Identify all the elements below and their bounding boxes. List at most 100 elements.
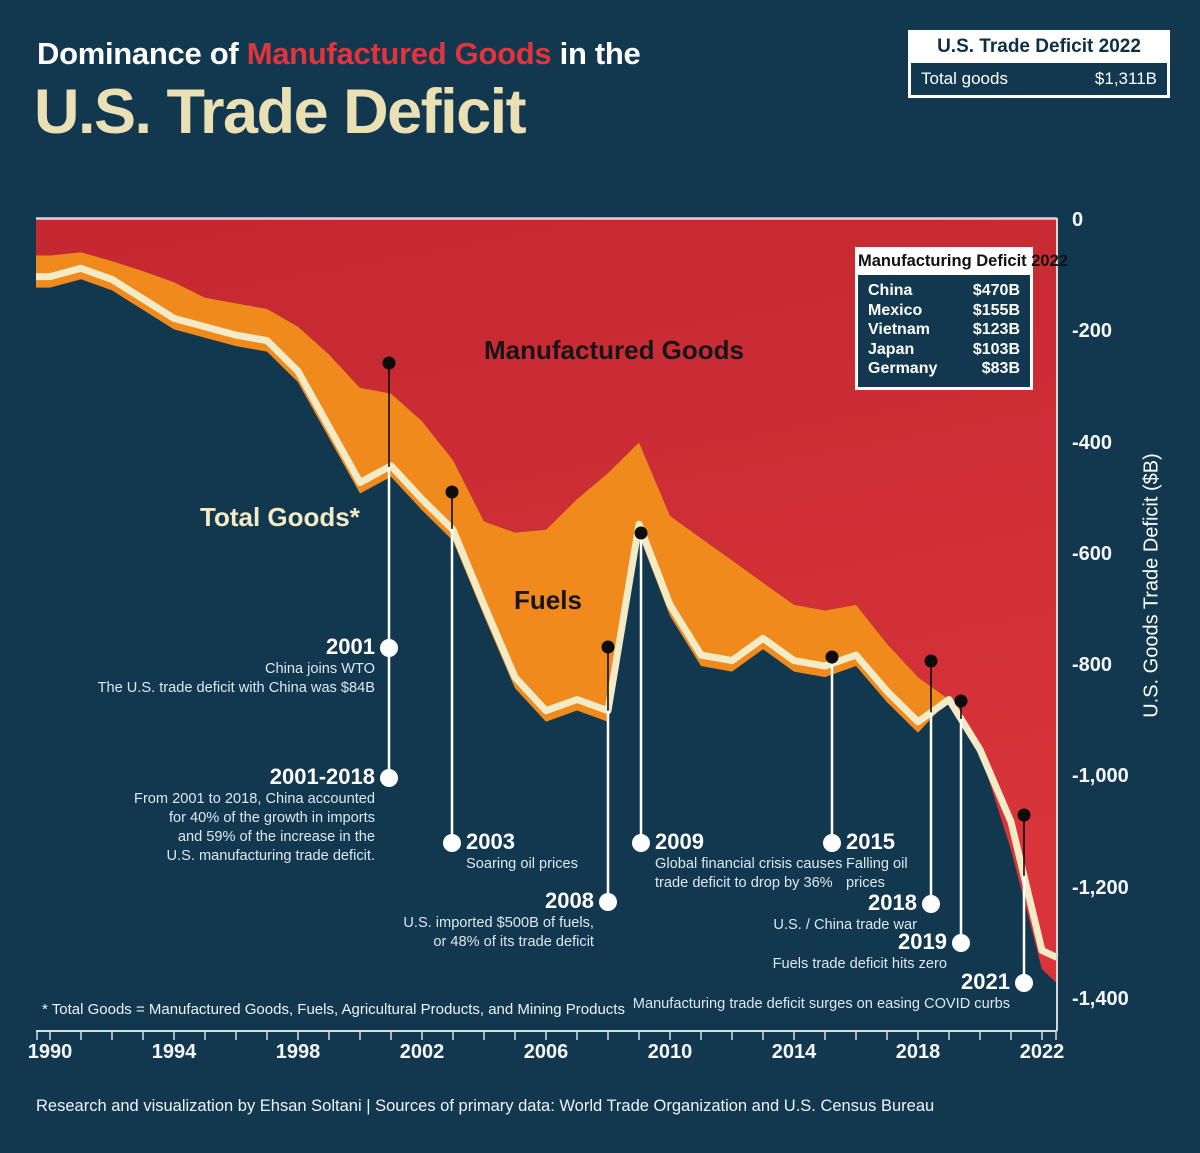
legend-value: $103B xyxy=(972,340,1020,358)
annotation-2008: 2008 U.S. imported $500B of fuels, or 48% … xyxy=(403,888,594,952)
x-tick-label: 2018 xyxy=(895,1041,941,1063)
annotation-year: 2021 xyxy=(961,969,1010,994)
legend-country: Vietnam xyxy=(868,321,930,338)
title-prefix: Dominance of xyxy=(37,36,247,71)
total-goods-area-label: Total Goods* xyxy=(200,502,360,532)
y-tick-label: -200 xyxy=(1072,320,1113,343)
manufactured-goods-area xyxy=(36,219,1057,984)
annotation-dot-black-2015 xyxy=(825,650,839,664)
annotation-text: U.S. manufacturing trade deficit. xyxy=(166,848,375,865)
annotation-year: 2015 xyxy=(846,829,895,854)
annotation-dot-black-2003 xyxy=(445,485,459,499)
annotation-dot-2021 xyxy=(1015,974,1033,992)
annotation-dot-2001-2018 xyxy=(380,769,398,787)
annotation-dot-black-2009 xyxy=(634,526,648,540)
legend-row-vietnam: Vietnam $123B xyxy=(868,320,1020,340)
annotation-dot-2003 xyxy=(443,834,461,852)
x-tick-label: 2006 xyxy=(523,1041,569,1063)
annotation-2018: 2018 U.S. / China trade war xyxy=(773,890,917,935)
legend-row-mexico: Mexico $155B xyxy=(868,301,1020,321)
annotation-text: China joins WTO xyxy=(264,660,375,677)
trade-deficit-box-row: Total goods $1,311B xyxy=(911,63,1167,95)
title-suffix: in the xyxy=(551,36,641,71)
y-tick-label: -1,200 xyxy=(1072,876,1129,899)
annotation-text: U.S. / China trade war xyxy=(773,916,917,933)
legend-value: $155B xyxy=(972,301,1020,319)
legend-row-japan: Japan $103B xyxy=(868,340,1020,360)
x-tick-label: 2022 xyxy=(1019,1041,1065,1063)
annotation-dot-black-2008 xyxy=(601,640,615,654)
manufacturing-deficit-header: Manufacturing Deficit 2022 xyxy=(858,252,1068,270)
annotation-text: Manufacturing trade deficit surges on ea… xyxy=(632,995,1010,1012)
legend-value: $470B xyxy=(972,282,1020,299)
annotation-dot-2009 xyxy=(632,834,650,852)
annotation-year: 2009 xyxy=(655,829,704,854)
y-tick-label: -400 xyxy=(1072,431,1113,454)
total-goods-label: Total goods xyxy=(921,69,1008,88)
y-tick-label: 0 xyxy=(1072,209,1084,231)
credit-line: Research and visualization by Ehsan Solt… xyxy=(36,1097,935,1115)
annotation-dot-black-2019 xyxy=(954,694,968,708)
annotation-text: Soaring oil prices xyxy=(466,855,578,872)
legend-country: China xyxy=(868,282,913,299)
legend-value: $123B xyxy=(972,321,1020,338)
y-tick-label: -1,400 xyxy=(1072,988,1129,1010)
footnote: * Total Goods = Manufactured Goods, Fuel… xyxy=(42,1001,625,1018)
x-tick-label: 1994 xyxy=(151,1041,197,1063)
annotation-text: Global financial crisis causes xyxy=(655,855,843,872)
annotation-2009: 2009 Global financial crisis causes trade … xyxy=(655,829,843,893)
legend-row-germany: Germany $83B xyxy=(868,359,1020,379)
annotation-text: The U.S. trade deficit with China was $8… xyxy=(97,679,375,696)
annotation-dot-2008 xyxy=(599,893,617,911)
legend-country: Germany xyxy=(868,360,938,377)
annotation-dot-black-2018 xyxy=(924,654,938,668)
trade-deficit-2022-box: U.S. Trade Deficit 2022 Total goods $1,3… xyxy=(908,30,1170,98)
y-axis-title: U.S. Goods Trade Deficit ($B) xyxy=(1140,453,1163,718)
annotation-2001-2018: 2001-2018 From 2001 to 2018, China accoun… xyxy=(134,764,375,867)
y-tick-label: -1,000 xyxy=(1072,765,1129,788)
annotation-text: Fuels trade deficit hits zero xyxy=(772,955,947,972)
trade-deficit-box-header: U.S. Trade Deficit 2022 xyxy=(937,36,1141,57)
x-tick-label: 2014 xyxy=(771,1041,817,1063)
annotation-2001: 2001 China joins WTO The U.S. trade defici… xyxy=(97,634,375,698)
annotation-year: 2018 xyxy=(868,890,917,915)
annotation-2019: 2019 Fuels trade deficit hits zero xyxy=(772,929,947,974)
annotation-text: or 48% of its trade deficit xyxy=(433,933,594,950)
page-title-line2: U.S. Trade Deficit xyxy=(34,77,527,147)
legend-value: $83B xyxy=(981,360,1020,377)
annotation-year: 2008 xyxy=(545,888,594,913)
annotation-text: trade deficit to drop by 36% xyxy=(655,874,833,891)
x-tick-label: 2002 xyxy=(399,1041,445,1063)
annotation-text: and 59% of the increase in the xyxy=(177,829,375,846)
annotation-year: 2001 xyxy=(326,634,375,659)
page-title-line1: Dominance of Manufactured Goods in the xyxy=(37,36,641,72)
annotation-year: 2003 xyxy=(466,829,515,854)
manufactured-goods-area-label: Manufactured Goods xyxy=(484,335,745,365)
annotation-text: From 2001 to 2018, China accounted xyxy=(134,790,375,807)
x-tick-label: 1998 xyxy=(275,1041,321,1063)
annotation-dot-black-2001 xyxy=(382,356,396,370)
y-tick-label: -800 xyxy=(1072,654,1113,677)
title-highlight: Manufactured Goods xyxy=(246,36,552,71)
annotation-text: Falling oil xyxy=(846,855,908,872)
annotation-year: 2001-2018 xyxy=(269,764,375,789)
annotation-text: prices xyxy=(846,874,885,891)
fuels-area xyxy=(36,252,1057,984)
annotation-dot-black-2021 xyxy=(1017,808,1031,822)
annotation-dot-2019 xyxy=(952,934,970,952)
annotation-2021: 2021 Manufacturing trade deficit surges o… xyxy=(632,969,1010,1014)
y-tick-label: -600 xyxy=(1072,542,1113,565)
manufacturing-deficit-box: Manufacturing Deficit 2022 China $470B Mex… xyxy=(855,247,1068,390)
annotation-dot-2015 xyxy=(823,834,841,852)
annotation-2003: 2003 Soaring oil prices xyxy=(466,829,578,874)
annotation-year: 2019 xyxy=(898,929,947,954)
total-goods-line xyxy=(36,264,1059,961)
annotation-dot-2018 xyxy=(922,895,940,913)
x-tick-label: 1990 xyxy=(27,1041,73,1063)
total-goods-value: $1,311B xyxy=(1094,69,1157,88)
annotation-text: for 40% of the growth in imports xyxy=(168,809,375,826)
x-tick-label: 2010 xyxy=(647,1041,693,1063)
legend-country: Mexico xyxy=(868,301,923,319)
